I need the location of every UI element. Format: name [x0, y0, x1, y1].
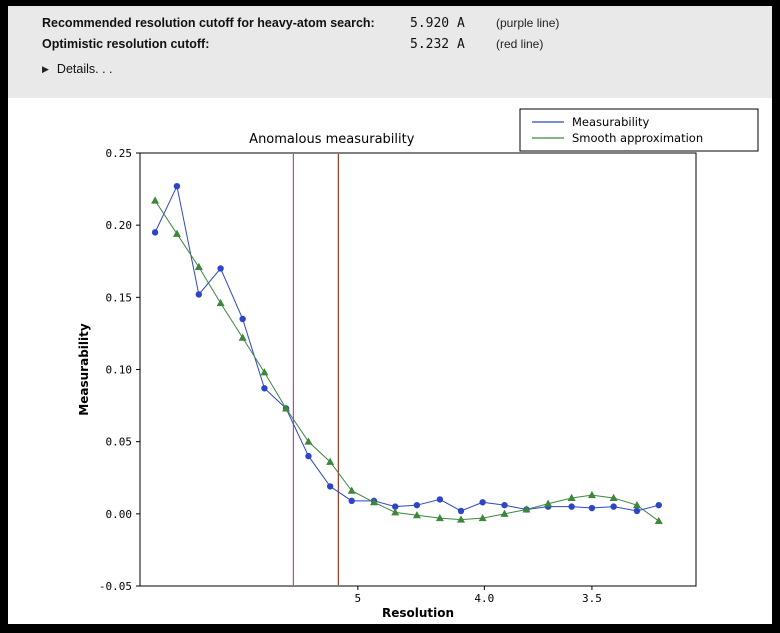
marker-smooth-approximation: [587, 490, 596, 499]
marker-measurability: [457, 507, 465, 515]
optimistic-cutoff-note: (red line): [496, 37, 544, 51]
series-line-measurability: [154, 184, 659, 512]
marker-measurability: [217, 265, 224, 272]
x-axis-label: Resolution: [382, 606, 454, 619]
plot-border: [139, 152, 697, 587]
marker-smooth-approximation: [326, 457, 335, 465]
marker-measurability: [501, 501, 508, 509]
series-line-smooth-approximation: [154, 200, 660, 522]
marker-smooth-approximation: [456, 515, 465, 523]
y-tick-label: 0.00: [106, 508, 133, 521]
legend-label-smooth-approximation: Smooth approximation: [572, 131, 703, 145]
disclosure-triangle-icon: ▶: [42, 63, 49, 74]
marker-measurability: [479, 499, 486, 506]
marker-measurability: [195, 291, 203, 298]
marker-measurability: [633, 507, 641, 515]
marker-smooth-approximation: [369, 498, 378, 506]
anomalous-measurability-chart: -0.05 0.00 0.05 0.10 0.15 0.20 0.25 5 4.0 3.5 Anom…: [77, 108, 759, 620]
marker-measurability: [151, 229, 159, 236]
marker-measurability: [655, 501, 662, 509]
legend-label-measurability: Measurability: [572, 115, 649, 129]
recommended-cutoff-row: Recommended resolution cutoff for heavy-…: [8, 16, 772, 31]
marker-smooth-approximation: [194, 262, 203, 271]
x-tick-label: 4.0: [474, 592, 494, 605]
optimistic-cutoff-value: 5.232 A: [410, 37, 465, 52]
marker-smooth-approximation: [347, 486, 356, 494]
marker-smooth-approximation: [567, 493, 576, 501]
marker-smooth-approximation: [391, 508, 400, 516]
y-tick-label: 0.10: [106, 364, 133, 377]
marker-smooth-approximation: [282, 404, 291, 412]
marker-smooth-approximation: [151, 196, 160, 204]
optimistic-cutoff-label: Optimistic resolution cutoff:: [42, 37, 210, 51]
marker-smooth-approximation: [632, 500, 641, 509]
details-label: Details. . .: [56, 62, 113, 76]
summary-panel: Recommended resolution cutoff for heavy-…: [8, 6, 772, 98]
recommended-cutoff-value: 5.920 A: [410, 16, 465, 31]
legend-box: [519, 108, 759, 152]
y-axis-label: Measurability: [77, 323, 91, 416]
marker-smooth-approximation: [654, 516, 663, 525]
marker-measurability: [326, 483, 334, 490]
y-tick-label: 0.15: [106, 291, 133, 304]
y-tick-label: 0.25: [106, 147, 133, 160]
marker-measurability: [173, 182, 181, 190]
marker-measurability: [413, 501, 421, 509]
marker-measurability: [239, 315, 246, 323]
details-toggle[interactable]: ▶ Details. . .: [42, 62, 113, 76]
recommended-cutoff-label: Recommended resolution cutoff for heavy-…: [42, 16, 375, 30]
chart-title: Anomalous measurability: [249, 132, 415, 147]
marker-smooth-approximation: [412, 511, 421, 519]
marker-measurability: [305, 452, 312, 460]
marker-smooth-approximation: [500, 509, 509, 517]
marker-measurability: [392, 503, 399, 510]
marker-smooth-approximation: [260, 368, 269, 376]
marker-smooth-approximation: [522, 505, 531, 513]
x-tick-label: 5: [355, 592, 362, 605]
marker-smooth-approximation: [238, 333, 247, 341]
y-tick-label: 0.20: [106, 219, 133, 232]
marker-smooth-approximation: [544, 499, 553, 507]
figure-area: -0.05 0.00 0.05 0.10 0.15 0.20 0.25 5 4.0 3.5 Anom…: [8, 98, 772, 624]
marker-measurability: [568, 503, 575, 510]
marker-measurability: [348, 497, 355, 505]
optimistic-cutoff-row: Optimistic resolution cutoff: 5.232 A (r…: [8, 37, 772, 52]
recommended-cutoff-note: (purple line): [496, 16, 560, 30]
marker-smooth-approximation: [172, 229, 181, 237]
marker-smooth-approximation: [478, 513, 487, 522]
marker-smooth-approximation: [609, 493, 618, 501]
marker-smooth-approximation: [216, 298, 225, 307]
marker-smooth-approximation: [304, 437, 313, 445]
marker-measurability: [588, 504, 596, 512]
marker-measurability: [436, 496, 444, 503]
y-tick-label: -0.05: [99, 580, 132, 593]
marker-measurability: [261, 385, 268, 392]
marker-measurability: [610, 503, 617, 510]
y-tick-label: 0.05: [106, 436, 133, 449]
plot-window: Recommended resolution cutoff for heavy-…: [8, 6, 772, 624]
x-tick-label: 3.5: [582, 592, 602, 605]
marker-smooth-approximation: [435, 513, 444, 522]
